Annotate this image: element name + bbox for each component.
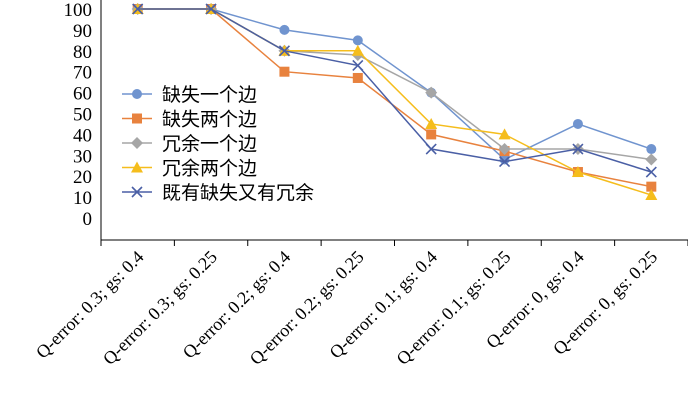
data-point [425, 143, 437, 155]
y-tick-label: 70 [73, 63, 92, 84]
data-point [352, 59, 364, 71]
y-tick-label: 40 [73, 125, 92, 146]
legend-marker [132, 89, 142, 99]
data-point [279, 24, 290, 35]
legend-marker [131, 161, 143, 173]
legend-item: 冗余两个边 [122, 158, 257, 180]
legend-item: 既有缺失又有冗余 [122, 182, 314, 204]
data-point [205, 3, 217, 15]
legend-marker [131, 186, 143, 198]
data-point [425, 86, 438, 99]
data-point [645, 166, 657, 178]
data-point [572, 143, 584, 155]
y-tick-label: 90 [73, 21, 92, 42]
data-point [351, 44, 364, 56]
series-5 [132, 3, 657, 178]
y-tick-label: 30 [73, 146, 92, 167]
legend-item: 缺失一个边 [122, 84, 257, 106]
data-point [646, 144, 657, 155]
series-line [137, 8, 652, 173]
series-layer [131, 3, 658, 201]
data-point [279, 66, 290, 77]
data-point [498, 128, 511, 140]
y-tick-label: 20 [73, 167, 92, 188]
y-tick-label: 0 [83, 209, 93, 230]
data-point [499, 154, 510, 165]
y-tick-label: 10 [73, 188, 92, 209]
legend-label: 缺失两个边 [162, 109, 257, 131]
x-tick-labels: Q-error: 0.3; gs: 0.4Q-error: 0.3; gs: 0… [32, 247, 661, 369]
data-point [498, 156, 511, 168]
y-tick-label: 80 [73, 42, 92, 63]
data-point [646, 181, 657, 192]
legend-item: 冗余一个边 [122, 133, 257, 155]
data-point [645, 153, 658, 166]
data-point [352, 72, 363, 83]
legend-label: 既有缺失又有冗余 [162, 182, 314, 204]
data-point [425, 117, 438, 129]
legend-label: 冗余两个边 [162, 158, 257, 180]
data-point [572, 118, 583, 129]
data-point [645, 189, 658, 201]
y-tick-label: 100 [64, 0, 93, 21]
legend-label: 缺失一个边 [162, 84, 257, 106]
data-point [278, 45, 291, 57]
data-point [498, 143, 511, 156]
data-point [132, 3, 144, 15]
legend-item: 缺失两个边 [122, 109, 257, 131]
y-tick-label: 50 [73, 105, 92, 126]
legend-marker [132, 113, 142, 124]
data-point [352, 35, 363, 46]
y-tick-label: 60 [73, 84, 92, 105]
data-point [571, 166, 584, 178]
legend-label: 冗余一个边 [162, 133, 257, 155]
legend-marker [131, 137, 143, 149]
series-line [137, 8, 652, 161]
data-point [426, 129, 437, 140]
axes [100, 0, 688, 246]
